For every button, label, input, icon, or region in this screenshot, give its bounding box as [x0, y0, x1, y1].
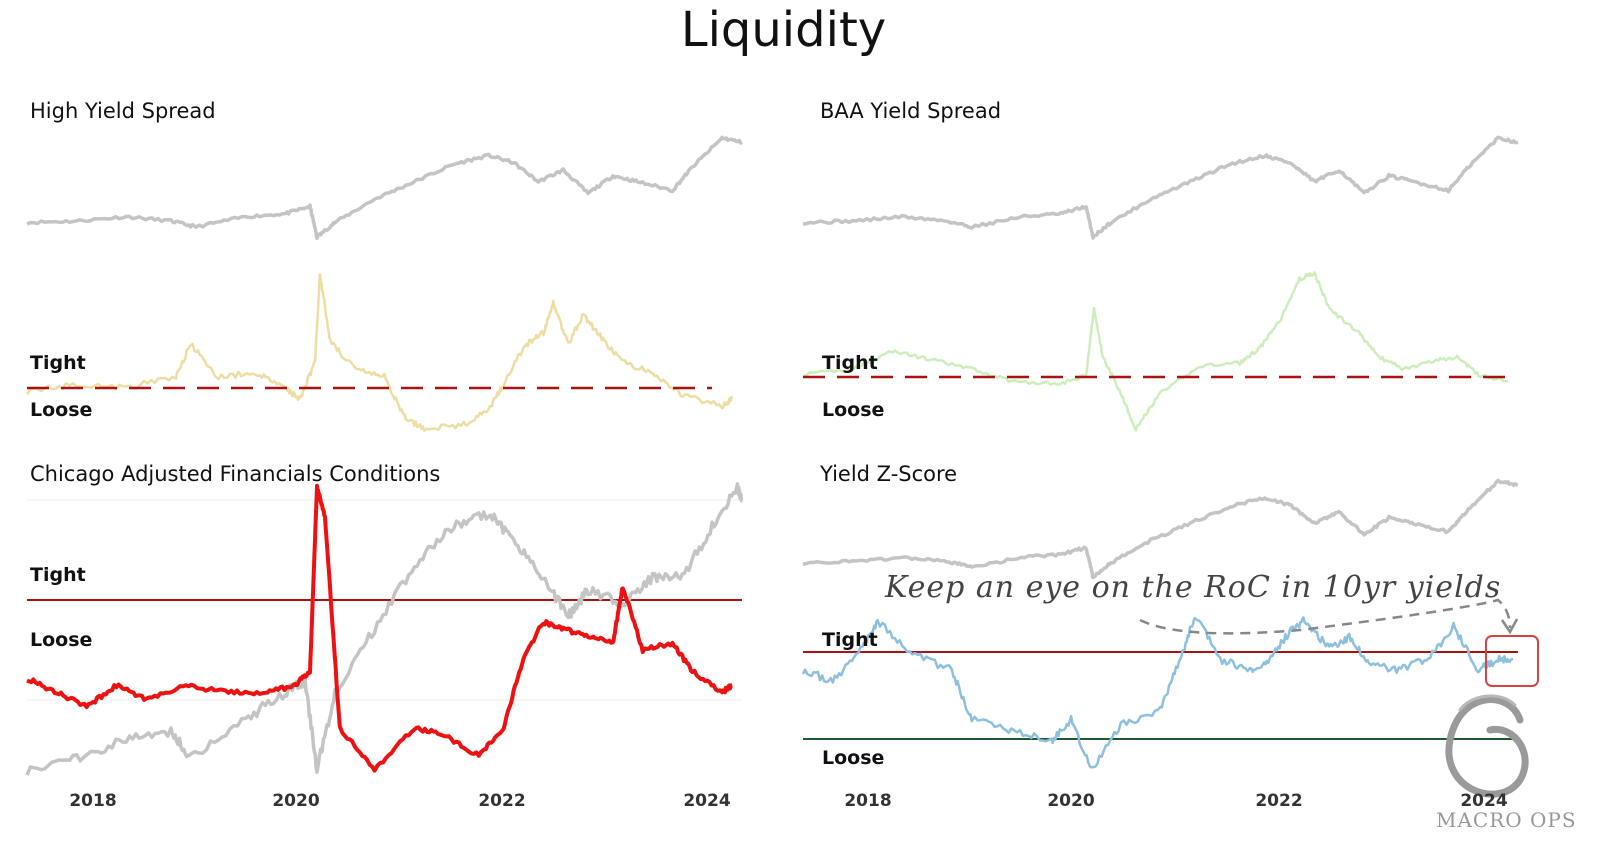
highlight-box: [1485, 635, 1539, 687]
macro-ops-logo-accent-icon: [1458, 694, 1517, 712]
chart-title-zscore: Yield Z-Score: [820, 462, 958, 486]
baa-loose-label: Loose: [822, 399, 885, 421]
zscore-tight-label: Tight: [822, 629, 878, 651]
chicago-tight-label: Tight: [30, 564, 86, 586]
x-tick-left-2022: 2022: [478, 791, 526, 811]
roc-annotation: Keep an eye on the RoC in 10yr yields: [885, 570, 1502, 605]
chicago-conditions-line: [26, 483, 734, 773]
x-tick-left-2024: 2024: [683, 791, 731, 811]
zscore-price-line: [802, 478, 1519, 580]
chart-title-baa: BAA Yield Spread: [820, 99, 1002, 123]
chart-title-chicago: Chicago Adjusted Financials Conditions: [30, 462, 441, 486]
hy-tight-label: Tight: [30, 352, 86, 374]
chicago-price-line: [25, 482, 744, 776]
zscore-loose-label: Loose: [822, 747, 885, 769]
x-tick-right-2018: 2018: [844, 791, 892, 811]
zscore-line: [801, 616, 1514, 769]
annotation-arrow: [1139, 598, 1512, 635]
baa-spread-line: [802, 271, 1509, 432]
macro-ops-logo-text: MACRO OPS: [1436, 808, 1577, 832]
macro-ops-logo-icon: [1445, 696, 1529, 798]
annotation-arrow-head: [1500, 618, 1519, 635]
hy-spread-line: [25, 273, 734, 432]
hy-loose-label: Loose: [30, 399, 93, 421]
x-tick-left-2018: 2018: [69, 791, 117, 811]
hy-price-line: [26, 135, 743, 240]
baa-tight-label: Tight: [822, 352, 878, 374]
chicago-loose-label: Loose: [30, 629, 93, 651]
chart-title-high-yield: High Yield Spread: [30, 99, 216, 123]
page-title: Liquidity: [680, 2, 887, 58]
baa-price-line: [802, 135, 1519, 240]
x-tick-left-2020: 2020: [272, 791, 320, 811]
x-tick-right-2024: 2024: [1460, 791, 1508, 811]
x-tick-right-2022: 2022: [1255, 791, 1303, 811]
x-tick-right-2020: 2020: [1047, 791, 1095, 811]
